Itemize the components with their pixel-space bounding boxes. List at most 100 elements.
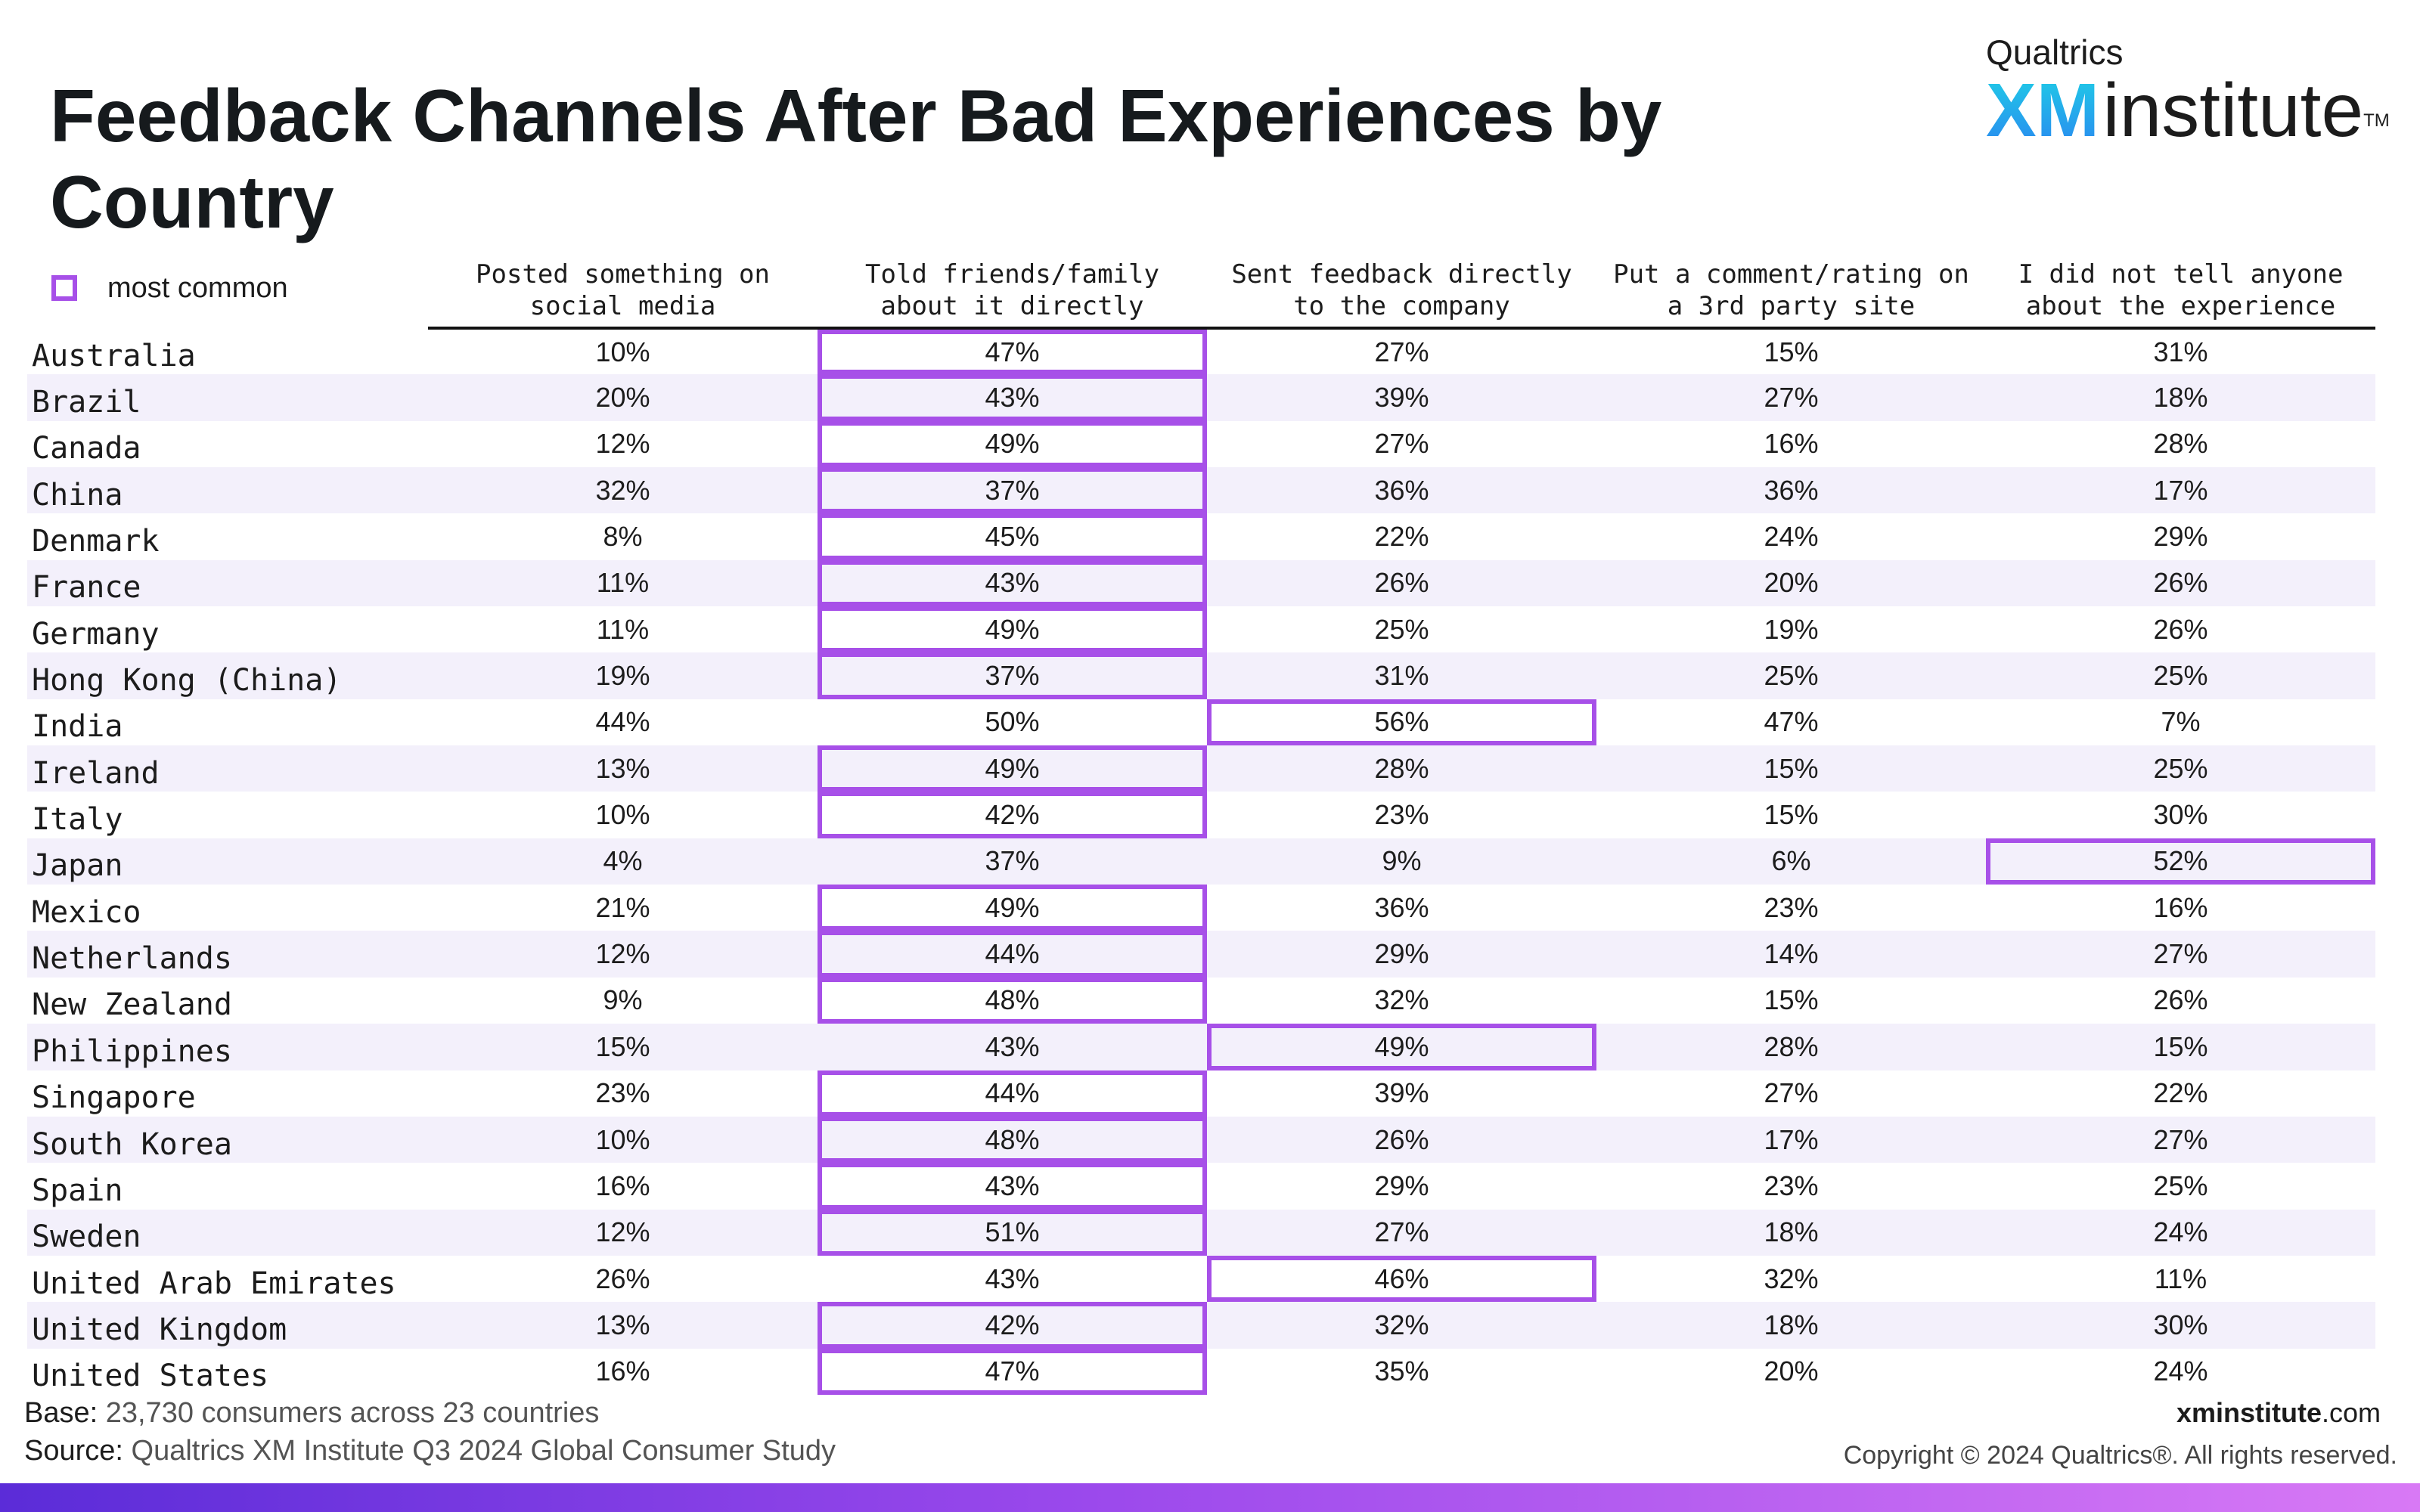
value-cell-most-common: 42% [818, 792, 1207, 839]
value-cell: 9% [1207, 838, 1596, 885]
row-country-label: New Zealand [32, 987, 232, 1023]
row-country-label: United Arab Emirates [32, 1266, 396, 1301]
table-row: South Korea 10% 48% 26% 17% 27% [27, 1116, 2375, 1163]
value-cell: 12% [428, 931, 818, 978]
value-cell-most-common: 49% [818, 606, 1207, 653]
value-cell: 12% [428, 1209, 818, 1256]
value-cell: 30% [2153, 799, 2208, 831]
value-cell-most-common: 49% [818, 745, 1207, 792]
value-cell: 15% [1986, 1024, 2375, 1070]
value-cell: 21% [595, 891, 650, 923]
value-cell: 24% [2153, 1356, 2208, 1387]
value-cell: 27% [1374, 428, 1429, 460]
value-cell: 36% [1596, 467, 1986, 514]
value-cell-most-common: 44% [818, 1070, 1207, 1117]
table-row: Australia 10% 47% 27% 15% 31% [27, 328, 2375, 374]
value-cell: 50% [985, 706, 1040, 738]
value-cell: 30% [1986, 1302, 2375, 1349]
value-cell: 18% [1596, 1302, 1986, 1349]
value-cell: 20% [1764, 1356, 1819, 1387]
website-link[interactable]: xminstitute.com [2176, 1397, 2381, 1429]
row-country-label: India [32, 709, 123, 745]
table-row: Spain 16% 43% 29% 23% 25% [27, 1163, 2375, 1210]
value-cell: 10% [595, 799, 650, 831]
value-cell: 14% [1596, 931, 1986, 978]
value-cell-most-common: 49% [818, 420, 1207, 468]
value-cell-most-common: 52% [1986, 838, 2375, 885]
value-cell: 43% [985, 1263, 1040, 1294]
row-country-label: Spain [32, 1173, 123, 1208]
row-country-label: Netherlands [27, 931, 428, 978]
value-cell: 26% [595, 1263, 650, 1294]
table-row: United Kingdom 13% 42% 32% 18% 30% [27, 1302, 2375, 1349]
value-cell: 15% [428, 1024, 818, 1070]
value-cell: 36% [1374, 891, 1429, 923]
table-row: Canada 12% 49% 27% 16% 28% [27, 420, 2375, 468]
table-row: Netherlands 12% 44% 29% 14% 27% [27, 931, 2375, 978]
value-cell: 16% [595, 1356, 650, 1387]
column-header: Told friends/family about it directly [818, 257, 1207, 330]
value-cell: 32% [428, 467, 818, 514]
column-header: Sent feedback directly to the company [1207, 257, 1596, 330]
legend-swatch-icon [51, 275, 77, 301]
value-cell: 17% [1986, 467, 2375, 514]
row-country-label: Philippines [27, 1024, 428, 1070]
column-header: Posted something on social media [428, 257, 818, 330]
value-cell: 36% [1207, 467, 1596, 514]
value-cell: 18% [1596, 1209, 1986, 1256]
row-country-label: Australia [32, 338, 196, 373]
source-label: Source: [24, 1435, 123, 1467]
value-cell: 27% [1764, 1077, 1819, 1109]
row-country-label: France [27, 559, 428, 607]
table-row: China 32% 37% 36% 36% 17% [27, 467, 2375, 514]
row-country-label: Mexico [32, 894, 141, 930]
value-cell: 4% [428, 838, 818, 885]
value-cell: 28% [1596, 1024, 1986, 1070]
table-row: Philippines 15% 43% 49% 28% 15% [27, 1024, 2375, 1070]
value-cell: 19% [1764, 613, 1819, 645]
table-row: Ireland 13% 49% 28% 15% 25% [27, 745, 2375, 792]
logo-main-text: XM instituteTM [1986, 73, 2390, 169]
source-text: Qualtrics XM Institute Q3 2024 Global Co… [131, 1435, 836, 1467]
value-cell: 28% [1207, 745, 1596, 792]
value-cell-most-common: 43% [818, 1163, 1207, 1210]
table-row: Italy 10% 42% 23% 15% 30% [27, 792, 2375, 839]
table-row: India 44% 50% 56% 47% 7% [27, 699, 2375, 746]
value-cell: 25% [1596, 652, 1986, 699]
value-cell: 31% [2153, 336, 2208, 367]
value-cell: 13% [428, 1302, 818, 1349]
logo-xm-text: XM [1986, 68, 2099, 153]
table-row: United Arab Emirates 26% 43% 46% 32% 11% [27, 1255, 2375, 1303]
value-cell-most-common: 49% [1207, 1024, 1596, 1070]
value-cell: 25% [2153, 1170, 2208, 1201]
value-cell: 16% [1764, 428, 1819, 460]
row-country-label: Canada [32, 431, 141, 466]
value-cell: 27% [1374, 336, 1429, 367]
value-cell: 15% [1764, 799, 1819, 831]
value-cell-most-common: 37% [818, 652, 1207, 700]
value-cell: 29% [1374, 1170, 1429, 1201]
value-cell: 18% [1986, 374, 2375, 421]
value-cell-most-common: 47% [818, 328, 1207, 374]
table-row: Singapore 23% 44% 39% 27% 22% [27, 1070, 2375, 1117]
value-cell: 16% [595, 1170, 650, 1201]
value-cell: 26% [2153, 984, 2208, 1016]
value-cell-most-common: 48% [818, 977, 1207, 1024]
row-country-label: Japan [27, 838, 428, 885]
value-cell-most-common: 49% [818, 885, 1207, 931]
value-cell: 24% [1986, 1209, 2375, 1256]
base-text: 23,730 consumers across 23 countries [105, 1397, 600, 1429]
value-cell: 13% [428, 745, 818, 792]
row-country-label: Denmark [32, 524, 160, 559]
row-country-label: China [27, 467, 428, 514]
value-cell: 26% [1207, 559, 1596, 607]
row-country-label: United Kingdom [27, 1302, 428, 1349]
value-cell: 27% [1986, 931, 2375, 978]
value-cell: 8% [603, 521, 643, 553]
value-cell: 27% [1596, 374, 1986, 421]
table-row: United States 16% 47% 35% 20% 24% [27, 1348, 2375, 1396]
header-corner [27, 257, 428, 328]
value-cell: 44% [595, 706, 650, 738]
row-country-label: United States [32, 1359, 269, 1394]
value-cell-most-common: 56% [1207, 699, 1596, 746]
